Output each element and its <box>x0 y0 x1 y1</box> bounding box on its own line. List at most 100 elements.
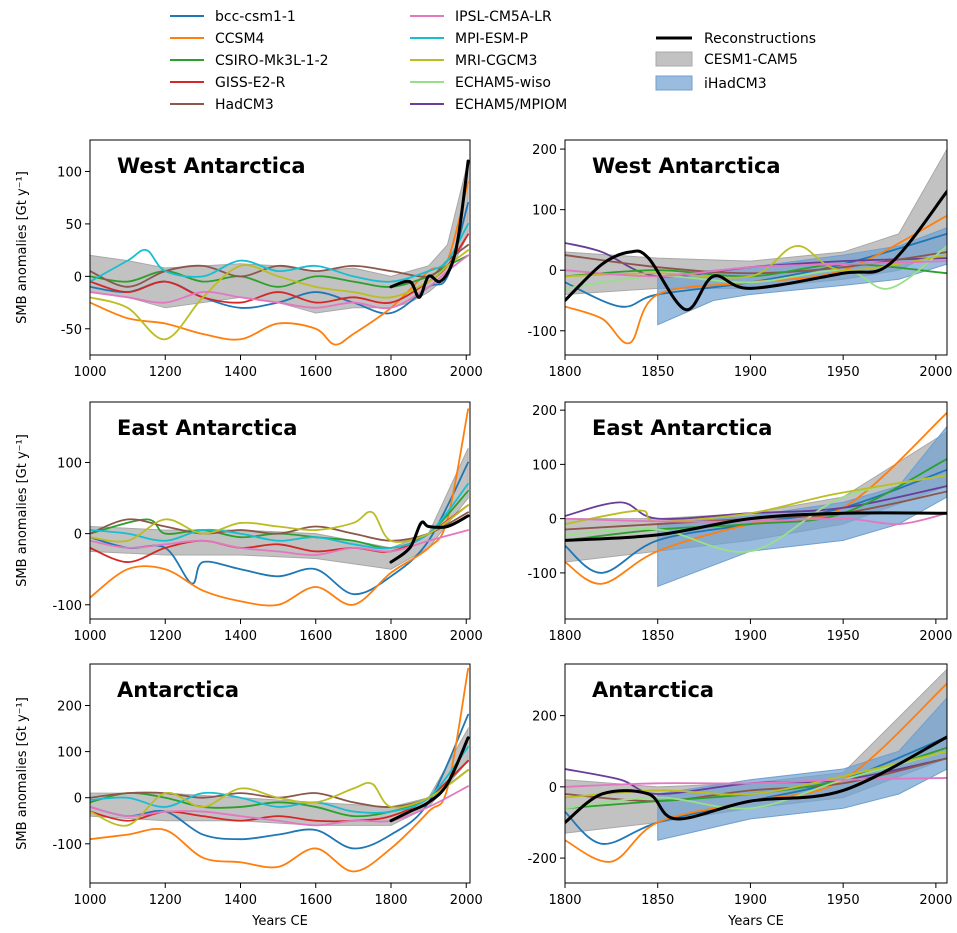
y-axis-label: SMB anomalies [Gt y⁻¹] <box>15 697 30 850</box>
y-tick-label: 200 <box>57 699 82 714</box>
x-tick-label: 1800 <box>374 365 407 380</box>
x-tick-label: 1850 <box>641 893 674 908</box>
y-tick-label: -100 <box>52 838 82 853</box>
x-tick-label: 1950 <box>827 629 860 644</box>
series-bcc-csm1-1 <box>90 461 470 596</box>
x-axis-label: Years CE <box>727 914 784 929</box>
series-mpi-esm-p <box>90 746 470 814</box>
x-tick-label: 1800 <box>374 629 407 644</box>
y-tick-label: -200 <box>527 852 557 867</box>
x-tick-label: 2000 <box>450 629 483 644</box>
y-tick-label: 200 <box>532 143 557 158</box>
series-mpi-esm-p <box>90 223 470 283</box>
x-tick-label: 2000 <box>450 365 483 380</box>
series-ipsl-cm5a-lr <box>90 254 470 310</box>
legend-label-ihadcm3: iHadCM3 <box>704 76 767 92</box>
x-axis-label: Years CE <box>251 914 308 929</box>
series-hadcm3 <box>565 251 947 275</box>
y-tick-label: 0 <box>549 513 557 528</box>
panel-title: East Antarctica <box>592 416 772 440</box>
series-mpi-esm-p <box>90 482 470 550</box>
series-ccsm4 <box>90 408 470 607</box>
series-ipsl-cm5a-lr <box>565 512 947 526</box>
axes-frame <box>564 663 948 884</box>
y-tick-label: 0 <box>74 792 82 807</box>
axes-frame <box>564 401 948 620</box>
y-tick-label: 0 <box>549 781 557 796</box>
x-tick-label: 1800 <box>548 893 581 908</box>
x-tick-label: 1200 <box>149 893 182 908</box>
legend: bcc-csm1-1 CCSM4 CSIRO-Mk3L-1-2 GISS-E2-R Ha… <box>170 9 816 113</box>
legend-label-ccsm4: CCSM4 <box>215 31 265 47</box>
series-reconstructions <box>565 189 947 312</box>
x-tick-label: 1850 <box>641 365 674 380</box>
x-tick-label: 1950 <box>827 893 860 908</box>
series-ccsm4 <box>565 214 947 345</box>
series-mri-cgcm3 <box>565 245 947 279</box>
panel-title: East Antarctica <box>117 416 297 440</box>
plot-area <box>565 148 947 345</box>
x-tick-label: 1600 <box>299 893 332 908</box>
series-ipsl-cm5a-lr <box>565 260 947 278</box>
y-tick-label: 50 <box>65 218 82 233</box>
series-echam5-mpiom <box>565 757 947 795</box>
series-reconstructions <box>389 736 470 823</box>
y-tick-label: 100 <box>532 204 557 219</box>
series-mri-cgcm3 <box>90 504 470 543</box>
legend-label-bcc-csm1-1: bcc-csm1-1 <box>215 9 296 25</box>
x-tick-label: 1850 <box>641 629 674 644</box>
y-tick-label: 100 <box>57 165 82 180</box>
series-ccsm4 <box>565 411 947 585</box>
series-echam5-wiso <box>565 245 947 290</box>
y-tick-label: 0 <box>74 528 82 543</box>
x-tick-label: 1600 <box>299 365 332 380</box>
plot-area <box>90 159 470 346</box>
axes-frame <box>564 139 948 356</box>
legend-label-cesm1-cam5: CESM1-CAM5 <box>704 52 798 68</box>
x-tick-label: 1000 <box>73 629 106 644</box>
plot-area <box>565 411 947 588</box>
series-giss-e2-r <box>90 504 470 563</box>
series-bcc-csm1-1 <box>565 468 947 574</box>
series-ipsl-cm5a-lr <box>90 529 470 556</box>
x-tick-label: 2000 <box>919 893 952 908</box>
x-tick-label: 1400 <box>224 629 257 644</box>
x-tick-label: 2000 <box>450 893 483 908</box>
panel-6: 1800 1850 1900 1950 2000 -200 0 200 Antarctica Ye… <box>527 663 952 929</box>
legend-label-ipsl-cm5a-lr: IPSL-CM5A-LR <box>455 9 552 25</box>
legend-swatch-cesm1-cam5 <box>655 51 693 67</box>
x-tick-label: 1800 <box>548 629 581 644</box>
legend-label-hadcm3: HadCM3 <box>215 97 274 113</box>
series-reconstructions <box>565 735 947 824</box>
panel-1: 1000 1200 1400 1600 1800 2000 -50 0 50 100 West An… <box>15 139 483 380</box>
axes-frame <box>89 401 471 620</box>
band-ihadcm3 <box>657 425 947 588</box>
legend-label-mri-cgcm3: MRI-CGCM3 <box>455 53 537 69</box>
series-ccsm4 <box>90 667 470 873</box>
series-mri-cgcm3 <box>90 249 470 341</box>
x-tick-label: 2000 <box>919 365 952 380</box>
series-bcc-csm1-1 <box>90 713 470 850</box>
legend-label-giss-e2-r: GISS-E2-R <box>215 75 286 91</box>
y-tick-label: 0 <box>549 264 557 279</box>
series-mri-cgcm3 <box>90 769 470 827</box>
series-reconstructions <box>565 511 947 542</box>
y-tick-label: 0 <box>74 270 82 285</box>
y-tick-label: -50 <box>61 323 82 338</box>
series-reconstructions <box>389 514 470 564</box>
x-tick-label: 1900 <box>734 629 767 644</box>
panel-3: 1000 1200 1400 1600 1800 2000 -100 0 100 East Ant… <box>15 401 483 644</box>
y-tick-label: -100 <box>527 567 557 582</box>
band-cesm1-cam5 <box>90 448 469 570</box>
y-tick-label: 100 <box>57 456 82 471</box>
axes-frame <box>89 139 471 356</box>
x-tick-label: 1950 <box>827 365 860 380</box>
x-tick-label: 1200 <box>149 629 182 644</box>
panel-2: 1800 1850 1900 1950 2000 -100 0 100 200 West Anta… <box>527 139 952 380</box>
x-tick-label: 1400 <box>224 365 257 380</box>
y-axis-label: SMB anomalies [Gt y⁻¹] <box>15 171 30 324</box>
plot-area <box>565 668 947 863</box>
series-ipsl-cm5a-lr <box>90 785 470 827</box>
series-reconstructions <box>389 159 470 299</box>
